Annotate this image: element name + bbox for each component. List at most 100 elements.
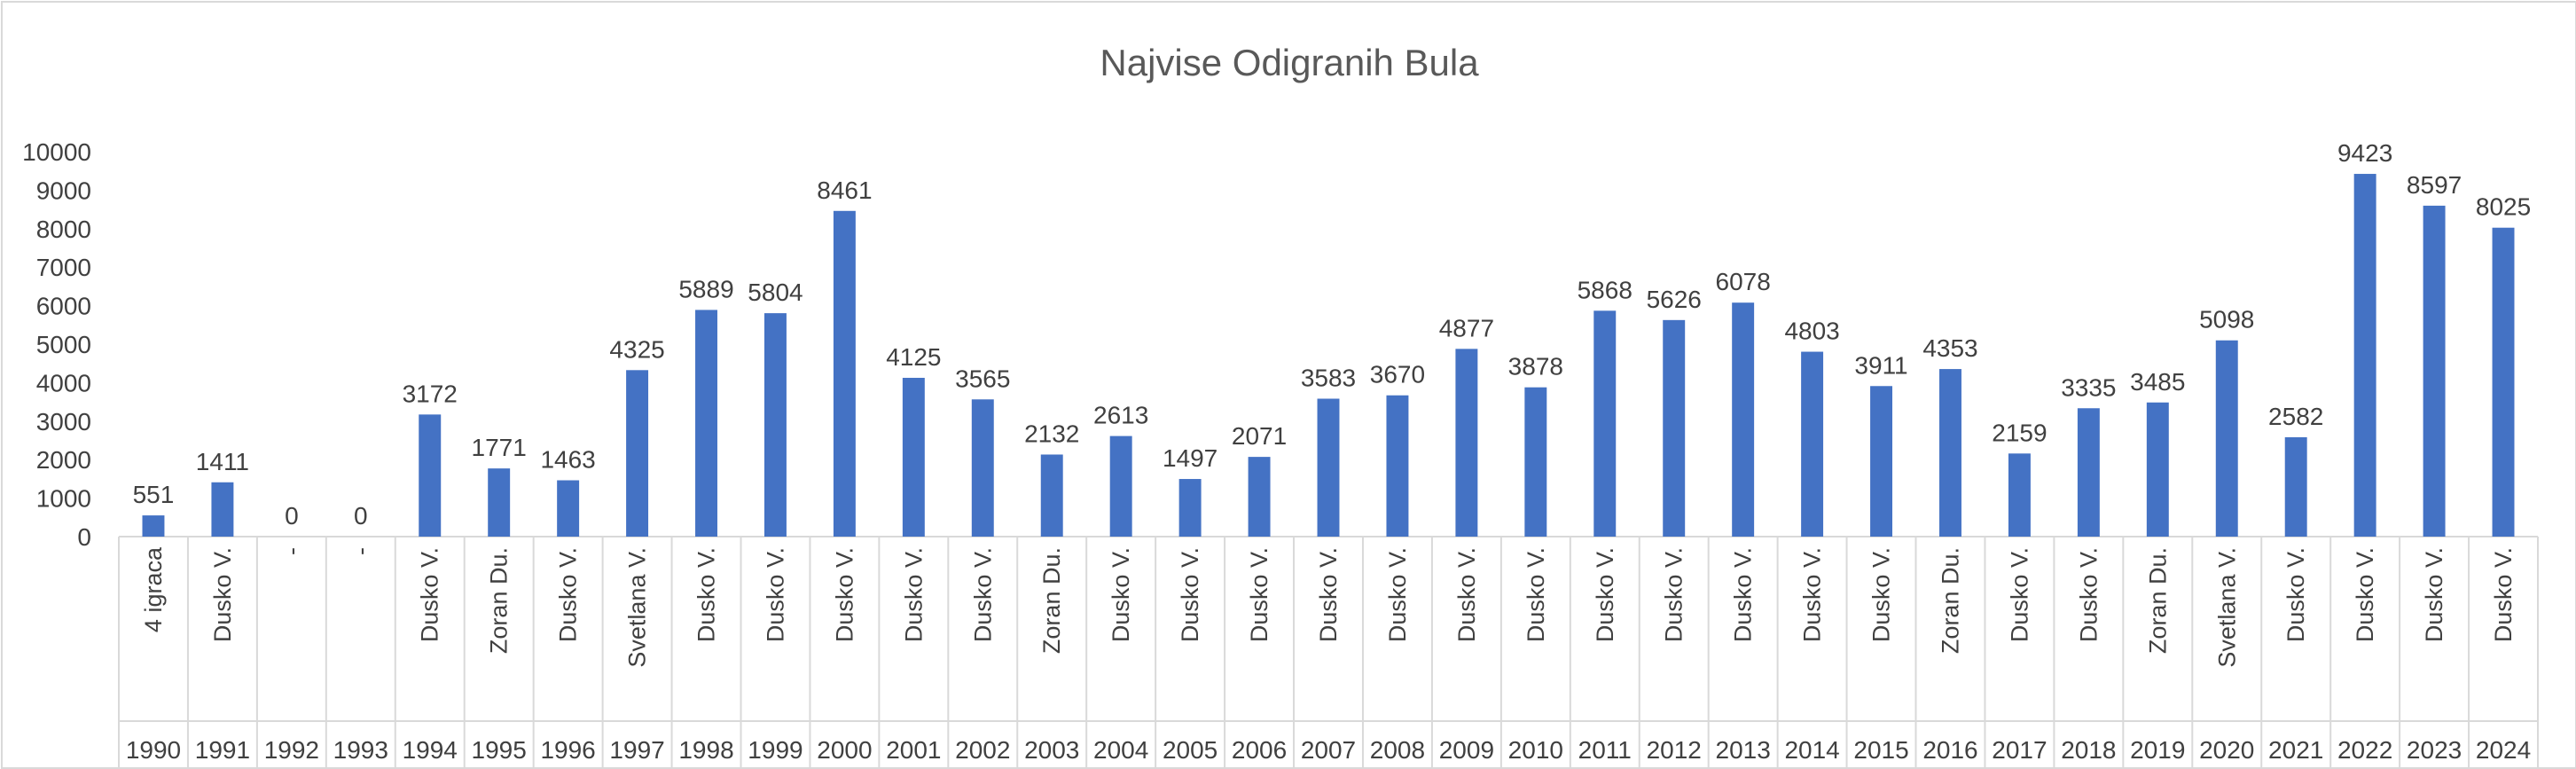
year-label: 2002 xyxy=(955,736,1010,764)
y-tick-label: 8000 xyxy=(36,216,91,243)
player-label: Dusko V. xyxy=(2006,547,2032,642)
bar-2008 xyxy=(1386,395,1409,537)
bar-2007 xyxy=(1317,398,1340,537)
year-label: 2017 xyxy=(1992,736,2047,764)
player-label: Dusko V. xyxy=(2075,547,2102,642)
data-label: 5098 xyxy=(2199,306,2254,333)
y-tick-label: 10000 xyxy=(22,138,91,166)
bar-chart: Najvise Odigranih Bula 0 1000 2000 3000 4000… xyxy=(22,42,2539,767)
year-label: 2001 xyxy=(886,736,941,764)
data-label: 5889 xyxy=(678,275,733,302)
player-label: Dusko V. xyxy=(1661,547,1687,642)
x-axis: 4 igraca 1990 Dusko V. 1991 - 1992 - 1993 Dusko … xyxy=(118,536,2539,767)
player-label: Dusko V. xyxy=(1108,547,1134,642)
year-label: 2015 xyxy=(1853,736,1908,764)
year-label: 2008 xyxy=(1370,736,1425,764)
data-label: 8461 xyxy=(817,177,872,204)
bar-1999 xyxy=(763,313,787,537)
bar-2017 xyxy=(2008,453,2031,537)
year-label: 2022 xyxy=(2337,736,2392,764)
player-label: Dusko V. xyxy=(2421,547,2447,642)
bar-2023 xyxy=(2423,205,2446,537)
year-label: 1992 xyxy=(264,736,319,764)
year-label: 2019 xyxy=(2130,736,2185,764)
player-label: Dusko V. xyxy=(1384,547,1411,642)
y-tick-label: 6000 xyxy=(36,293,91,320)
year-label: 1997 xyxy=(609,736,664,764)
data-label: 3583 xyxy=(1301,364,1356,391)
bar-2020 xyxy=(2215,340,2238,537)
year-label: 2023 xyxy=(2407,736,2462,764)
bar-2010 xyxy=(1524,387,1547,537)
chart-title: Najvise Odigranih Bula xyxy=(1100,42,1479,83)
bar-2009 xyxy=(1455,349,1478,537)
year-label: 2007 xyxy=(1301,736,1356,764)
bar-2012 xyxy=(1663,319,1686,537)
data-label: 6078 xyxy=(1716,268,1771,295)
player-label: Dusko V. xyxy=(1868,547,1895,642)
bar-2003 xyxy=(1040,454,1063,537)
bar-2000 xyxy=(833,210,856,537)
player-label: Dusko V. xyxy=(693,547,720,642)
year-label: 2009 xyxy=(1439,736,1494,764)
y-tick-label: 0 xyxy=(77,523,91,551)
year-label: 1990 xyxy=(126,736,181,764)
y-tick-label: 2000 xyxy=(36,446,91,474)
year-label: 2020 xyxy=(2199,736,2254,764)
bar-1994 xyxy=(419,414,442,537)
player-label: Zoran Du. xyxy=(486,547,513,654)
year-label: 1999 xyxy=(748,736,803,764)
data-label: 3565 xyxy=(955,365,1010,392)
data-label: 8025 xyxy=(2476,193,2531,221)
player-label: Dusko V. xyxy=(900,547,927,642)
data-label: 3878 xyxy=(1508,353,1563,381)
year-label: 2012 xyxy=(1647,736,1702,764)
data-label: 8597 xyxy=(2407,171,2462,199)
player-label: Dusko V. xyxy=(1730,547,1757,642)
player-label: Dusko V. xyxy=(1523,547,1549,642)
bar-1995 xyxy=(488,468,511,537)
data-label: 5868 xyxy=(1578,276,1633,303)
data-label: 2613 xyxy=(1093,402,1148,429)
year-label: 2006 xyxy=(1232,736,1287,764)
bar-2005 xyxy=(1178,479,1202,537)
player-label: Dusko V. xyxy=(969,547,996,642)
bar-2001 xyxy=(902,377,925,537)
year-label: 2011 xyxy=(1578,736,1632,764)
player-label: Dusko V. xyxy=(1799,547,1826,642)
y-tick-label: 3000 xyxy=(36,408,91,436)
bar-2024 xyxy=(2492,227,2515,537)
player-label: Dusko V. xyxy=(1315,547,1342,642)
player-label: - xyxy=(348,547,374,555)
player-label: Dusko V. xyxy=(2352,547,2378,642)
player-label: Dusko V. xyxy=(762,547,788,642)
player-label: Zoran Du. xyxy=(1937,547,1963,654)
data-label: 4325 xyxy=(609,335,664,363)
data-label: 3335 xyxy=(2061,373,2116,401)
y-tick-label: 9000 xyxy=(36,177,91,204)
player-label: Dusko V. xyxy=(555,547,582,642)
bar-2019 xyxy=(2146,402,2169,537)
player-label: Dusko V. xyxy=(1246,547,1272,642)
data-label: 2132 xyxy=(1024,420,1079,447)
bar-2015 xyxy=(1870,386,1893,537)
player-label: Zoran Du. xyxy=(1038,547,1065,654)
data-label: 3911 xyxy=(1854,351,1907,379)
year-label: 2021 xyxy=(2268,736,2323,764)
year-label: 1994 xyxy=(403,736,458,764)
bar-2021 xyxy=(2284,436,2307,537)
data-label: 2159 xyxy=(1992,419,2047,446)
year-label: 2024 xyxy=(2476,736,2531,764)
player-label: - xyxy=(278,547,305,555)
data-label: 2582 xyxy=(2268,403,2323,430)
year-label: 2010 xyxy=(1508,736,1563,764)
bar-1990 xyxy=(142,515,165,537)
year-label: 2005 xyxy=(1163,736,1218,764)
data-label: 551 xyxy=(133,481,175,508)
data-label: 0 xyxy=(354,502,368,530)
data-labels: 551 1411 0 0 3172 1771 1463 4325 5889 5804 8461 412… xyxy=(133,139,2532,530)
data-label: 0 xyxy=(285,502,299,530)
year-label: 2000 xyxy=(817,736,872,764)
player-label: Dusko V. xyxy=(1453,547,1480,642)
year-label: 2013 xyxy=(1716,736,1771,764)
